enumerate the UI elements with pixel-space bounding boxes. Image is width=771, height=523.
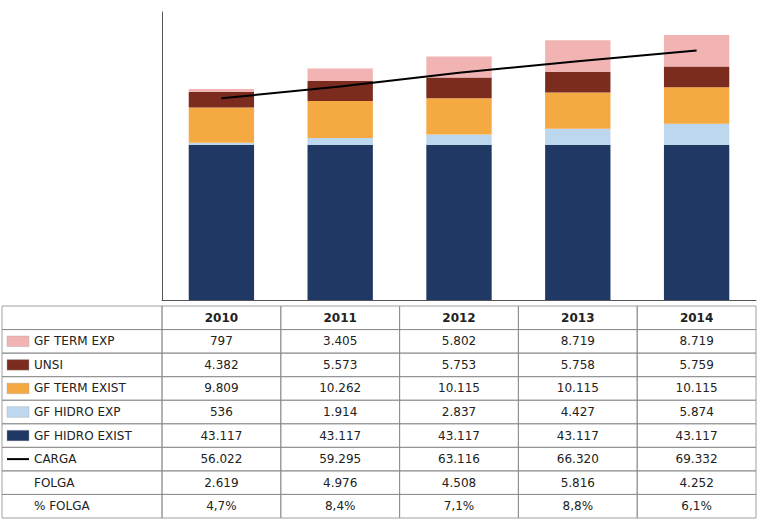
- svg-text:43.117: 43.117: [557, 429, 599, 443]
- svg-text:8,8%: 8,8%: [563, 499, 594, 513]
- svg-text:4.508: 4.508: [442, 476, 476, 490]
- svg-text:GF HIDRO EXIST: GF HIDRO EXIST: [34, 429, 132, 443]
- svg-text:59.295: 59.295: [319, 452, 361, 466]
- svg-text:43.117: 43.117: [676, 429, 718, 443]
- svg-text:5.816: 5.816: [561, 476, 595, 490]
- svg-text:2.619: 2.619: [204, 476, 238, 490]
- svg-text:GF TERM EXIST: GF TERM EXIST: [34, 381, 126, 395]
- svg-text:2012: 2012: [442, 311, 475, 325]
- svg-text:5.573: 5.573: [323, 358, 357, 372]
- svg-text:2014: 2014: [680, 311, 713, 325]
- svg-text:66.320: 66.320: [557, 452, 599, 466]
- svg-text:FOLGA: FOLGA: [34, 476, 75, 490]
- svg-text:5.874: 5.874: [679, 405, 713, 419]
- svg-text:5.802: 5.802: [442, 334, 476, 348]
- svg-text:4,7%: 4,7%: [206, 499, 237, 513]
- svg-text:CARGA: CARGA: [34, 452, 77, 466]
- svg-text:2011: 2011: [323, 311, 356, 325]
- svg-text:56.022: 56.022: [200, 452, 242, 466]
- svg-text:2010: 2010: [205, 311, 238, 325]
- svg-text:10.115: 10.115: [438, 381, 480, 395]
- svg-text:69.332: 69.332: [676, 452, 718, 466]
- svg-text:7,1%: 7,1%: [444, 499, 475, 513]
- svg-text:4.427: 4.427: [561, 405, 595, 419]
- svg-text:6,1%: 6,1%: [681, 499, 712, 513]
- svg-text:63.116: 63.116: [438, 452, 480, 466]
- svg-text:% FOLGA: % FOLGA: [34, 499, 91, 513]
- svg-text:9.809: 9.809: [204, 381, 238, 395]
- svg-text:5.758: 5.758: [561, 358, 595, 372]
- svg-text:UNSI: UNSI: [34, 358, 63, 372]
- svg-text:4.976: 4.976: [323, 476, 357, 490]
- svg-text:5.759: 5.759: [679, 358, 713, 372]
- svg-text:10.262: 10.262: [319, 381, 361, 395]
- svg-text:3.405: 3.405: [323, 334, 357, 348]
- svg-text:10.115: 10.115: [557, 381, 599, 395]
- svg-text:8,4%: 8,4%: [325, 499, 356, 513]
- svg-text:GF TERM EXP: GF TERM EXP: [34, 334, 114, 348]
- svg-text:10.115: 10.115: [676, 381, 718, 395]
- svg-text:536: 536: [210, 405, 233, 419]
- svg-text:2013: 2013: [561, 311, 594, 325]
- svg-text:43.117: 43.117: [200, 429, 242, 443]
- svg-text:4.382: 4.382: [204, 358, 238, 372]
- svg-text:GF HIDRO EXP: GF HIDRO EXP: [34, 405, 120, 419]
- svg-text:4.252: 4.252: [679, 476, 713, 490]
- svg-text:43.117: 43.117: [438, 429, 480, 443]
- svg-text:1.914: 1.914: [323, 405, 357, 419]
- svg-text:43.117: 43.117: [319, 429, 361, 443]
- svg-text:8.719: 8.719: [561, 334, 595, 348]
- svg-text:8.719: 8.719: [679, 334, 713, 348]
- svg-text:2.837: 2.837: [442, 405, 476, 419]
- svg-text:5.753: 5.753: [442, 358, 476, 372]
- svg-text:797: 797: [210, 334, 233, 348]
